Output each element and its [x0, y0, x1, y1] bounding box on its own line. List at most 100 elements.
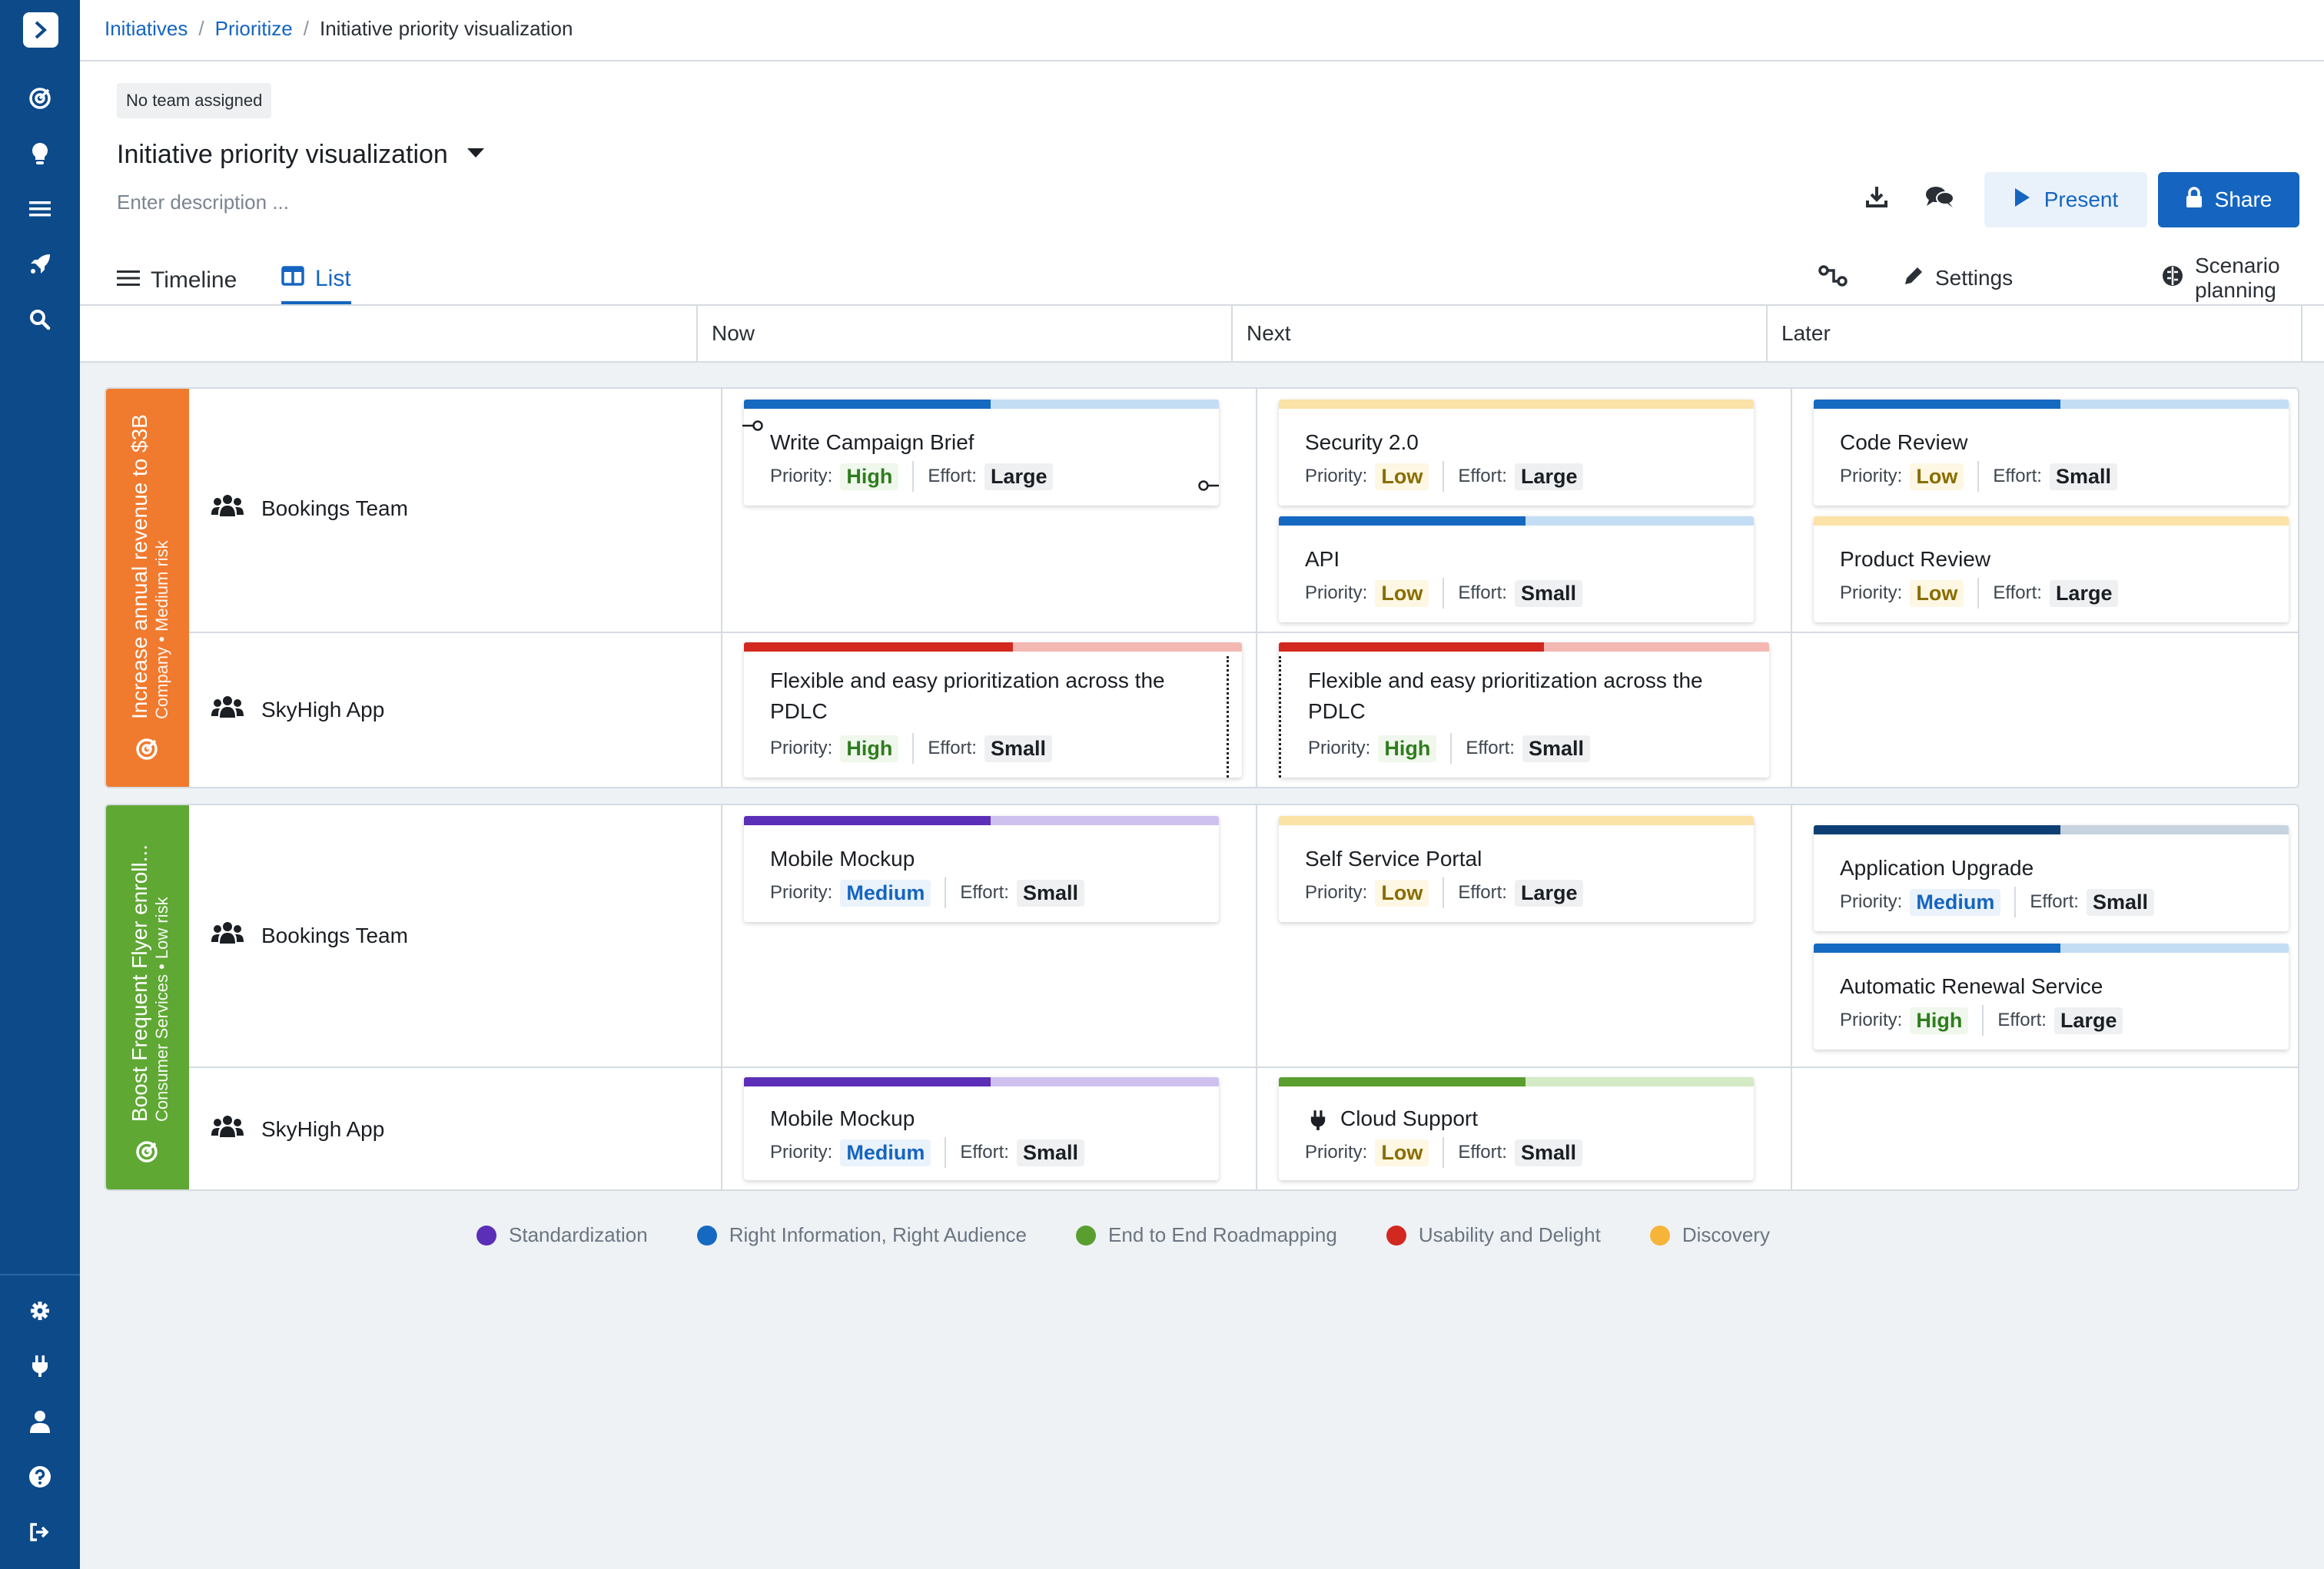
priority-label: Priority:: [1305, 466, 1368, 486]
effort-value: Large: [2049, 579, 2119, 607]
effort-label: Effort:: [1993, 466, 2042, 486]
search-icon[interactable]: [25, 304, 55, 335]
sidebar-divider: [0, 1274, 80, 1275]
initiative-card[interactable]: Flexible and easy prioritization across …: [1279, 642, 1769, 778]
legend-item: End to End Roadmapping: [1076, 1223, 1337, 1247]
download-icon[interactable]: [1858, 178, 1895, 215]
breadcrumb: Initiatives / Prioritize / Initiative pr…: [105, 17, 573, 41]
column-divider: [1256, 1068, 1257, 1189]
effort-value: Large: [1514, 463, 1584, 490]
legend-label: Standardization: [509, 1223, 648, 1246]
initiative-card[interactable]: Security 2.0 Priority: Low Effort: Large: [1279, 400, 1754, 506]
initiative-card[interactable]: Product Review Priority: Low Effort: Lar…: [1814, 516, 2289, 622]
breadcrumb-prioritize[interactable]: Prioritize: [214, 17, 293, 40]
brain-icon: [2161, 264, 2184, 293]
swimlane: Bookings Team Mobile Mockup Priority: Me…: [189, 805, 2298, 1066]
user-icon[interactable]: [25, 1406, 55, 1437]
tab-timeline[interactable]: Timeline: [117, 257, 237, 304]
chevron-right-icon[interactable]: [23, 12, 58, 48]
lock-icon: [2186, 186, 2203, 214]
priority-label: Priority:: [1305, 1142, 1368, 1163]
priority-value: High: [1910, 1007, 1969, 1034]
initiative-card[interactable]: Cloud Support Priority: Low Effort: Smal…: [1279, 1077, 1754, 1180]
priority-label: Priority:: [1305, 582, 1368, 603]
effort-value: Small: [2049, 463, 2117, 490]
list-icon[interactable]: [25, 194, 55, 224]
lightbulb-icon[interactable]: [25, 138, 55, 169]
effort-label: Effort:: [960, 1142, 1009, 1163]
logout-icon[interactable]: [25, 1517, 55, 1547]
priority-value: Medium: [1910, 888, 2001, 916]
card-title: API: [1305, 547, 1340, 571]
plug-icon[interactable]: [25, 1351, 55, 1382]
gear-icon[interactable]: [25, 1295, 55, 1326]
tab-list[interactable]: List: [281, 257, 351, 304]
column-divider: [721, 633, 722, 787]
priority-label: Priority:: [1305, 882, 1368, 903]
initiative-card[interactable]: Mobile Mockup Priority: Medium Effort: S…: [744, 1077, 1219, 1180]
card-title: Flexible and easy prioritization across …: [1308, 668, 1703, 723]
caret-down-icon[interactable]: [466, 147, 485, 163]
rocket-icon[interactable]: [25, 249, 55, 280]
objective-row: Boost Frequent Flyer enroll... Consumer …: [105, 804, 2299, 1191]
priority-value: High: [1378, 735, 1437, 762]
target-icon: [135, 738, 160, 762]
column-divider: [721, 389, 722, 632]
initiative-card[interactable]: Mobile Mockup Priority: Medium Effort: S…: [744, 816, 1219, 922]
legend-label: Usability and Delight: [1418, 1223, 1601, 1246]
effort-value: Large: [984, 463, 1054, 490]
page-title[interactable]: Initiative priority visualization: [117, 140, 448, 169]
column-divider: [1791, 1068, 1792, 1189]
objective-row: Increase annual revenue to $3B Company •…: [105, 387, 2299, 788]
target-icon[interactable]: [25, 83, 55, 114]
present-button[interactable]: Present: [1984, 172, 2147, 227]
team-name: SkyHigh App: [261, 697, 385, 721]
initiative-card[interactable]: Self Service Portal Priority: Low Effort…: [1279, 816, 1754, 922]
initiative-card[interactable]: Automatic Renewal Service Priority: High…: [1814, 944, 2289, 1050]
breadcrumb-initiatives[interactable]: Initiatives: [105, 17, 188, 40]
team-icon: [211, 1114, 244, 1144]
link-icon: [1818, 264, 1849, 292]
breadcrumb-current: Initiative priority visualization: [320, 17, 573, 40]
scenario-planning-button[interactable]: Scenario planning: [2161, 254, 2324, 302]
initiative-card[interactable]: Application Upgrade Priority: Medium Eff…: [1814, 825, 2289, 931]
priority-label: Priority:: [1840, 1010, 1903, 1030]
initiative-card[interactable]: API Priority: Low Effort: Small: [1279, 516, 1754, 622]
priority-value: Medium: [840, 1139, 931, 1166]
initiative-card[interactable]: Write Campaign Brief Priority: High Effo…: [742, 400, 1219, 506]
effort-value: Small: [1016, 879, 1084, 907]
settings-button[interactable]: Settings: [1903, 257, 2013, 300]
team-label: SkyHigh App: [211, 1114, 384, 1144]
description-field[interactable]: Enter description ...: [117, 191, 289, 214]
objective-band[interactable]: Boost Frequent Flyer enroll... Consumer …: [106, 805, 189, 1189]
initiative-card[interactable]: Flexible and easy prioritization across …: [744, 642, 1242, 778]
comments-icon[interactable]: [1921, 178, 1958, 215]
card-title: Mobile Mockup: [770, 847, 915, 871]
team-chip[interactable]: No team assigned: [117, 83, 272, 118]
initiative-card[interactable]: Code Review Priority: Low Effort: Small: [1814, 400, 2289, 506]
team-name: SkyHigh App: [261, 1116, 385, 1141]
help-icon[interactable]: [25, 1461, 55, 1492]
card-title: Mobile Mockup: [770, 1106, 915, 1130]
theme-legend: Standardization Right Information, Right…: [476, 1223, 1819, 1247]
share-button[interactable]: Share: [2158, 172, 2299, 227]
team-name: Bookings Team: [261, 923, 408, 947]
legend-label: Right Information, Right Audience: [729, 1223, 1028, 1246]
effort-label: Effort:: [1458, 466, 1507, 486]
list-icon: [117, 267, 140, 294]
legend-dot: [1649, 1225, 1670, 1246]
effort-label: Effort:: [1458, 1142, 1507, 1163]
swimlane: SkyHigh App Mobile Mockup Priority: Medi…: [189, 1066, 2298, 1189]
dependencies-button[interactable]: [1818, 257, 1849, 300]
objective-band[interactable]: Increase annual revenue to $3B Company •…: [106, 389, 189, 787]
card-title: Self Service Portal: [1305, 847, 1482, 871]
priority-label: Priority:: [1840, 582, 1903, 603]
effort-value: Small: [2086, 888, 2154, 916]
effort-value: Large: [2053, 1007, 2123, 1034]
swimlane: Bookings Team Write Campaign Brief Prior…: [189, 389, 2298, 632]
column-divider: [1791, 633, 1792, 787]
dependency-handle-icon[interactable]: [742, 420, 764, 432]
legend-dot: [1386, 1225, 1406, 1246]
dependency-handle-icon[interactable]: [1197, 479, 1219, 492]
legend-label: End to End Roadmapping: [1108, 1223, 1337, 1246]
